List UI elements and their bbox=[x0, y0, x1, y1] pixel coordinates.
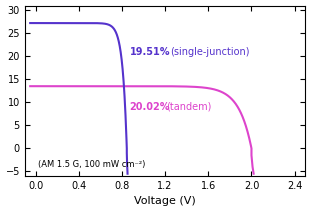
X-axis label: Voltage (V): Voltage (V) bbox=[134, 197, 196, 206]
Text: (tandem): (tandem) bbox=[166, 102, 211, 112]
Text: 20.02%: 20.02% bbox=[129, 102, 170, 112]
Text: 19.51%: 19.51% bbox=[129, 47, 170, 57]
Text: (single-junction): (single-junction) bbox=[170, 47, 250, 57]
Text: (AM 1.5 G, 100 mW cm⁻²): (AM 1.5 G, 100 mW cm⁻²) bbox=[38, 160, 145, 169]
